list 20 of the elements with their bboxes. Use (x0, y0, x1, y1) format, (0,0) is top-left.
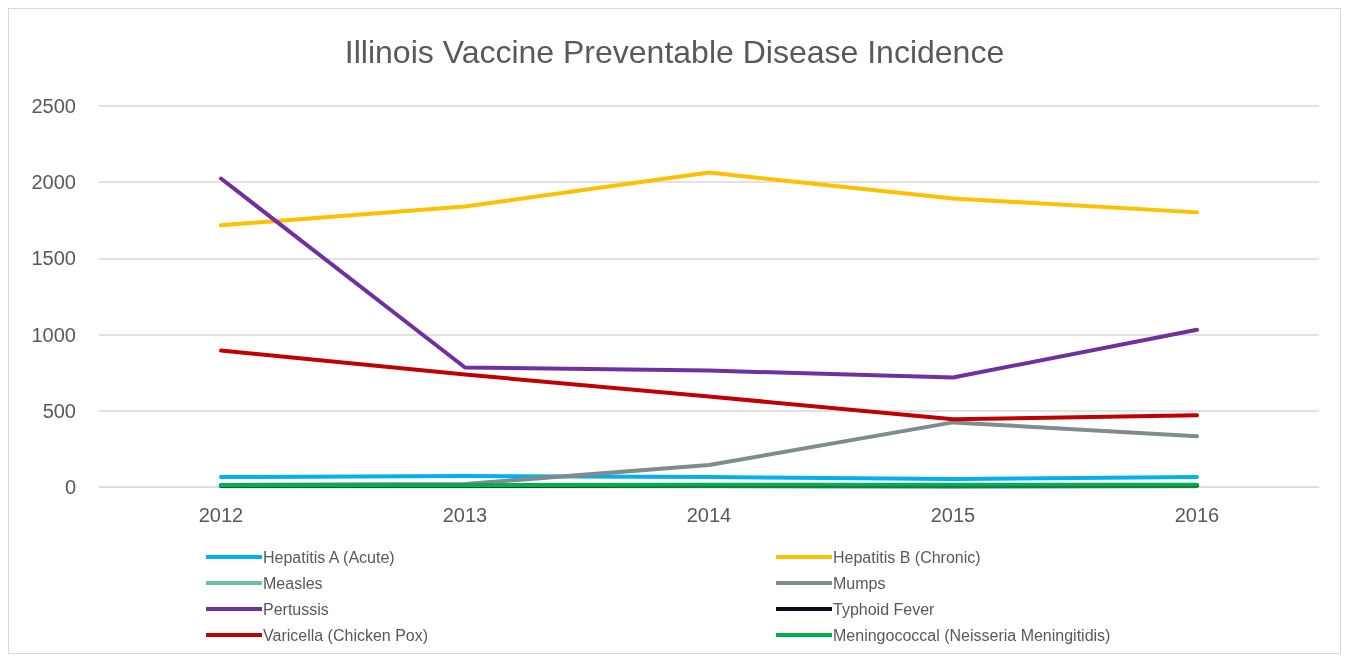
legend-label: Meningococcal (Neisseria Meningitidis) (833, 626, 1111, 644)
legend-label: Varicella (Chicken Pox) (263, 626, 429, 644)
y-tick-label: 0 (64, 476, 76, 498)
y-tick-label: 2500 (31, 95, 76, 117)
y-tick-label: 2000 (31, 171, 76, 194)
y-tick-label: 1500 (31, 247, 76, 270)
x-tick-label: 2013 (442, 504, 488, 526)
y-tick-label: 1000 (31, 323, 76, 346)
legend-label: Measles (263, 574, 323, 592)
x-tick-label: 2012 (198, 504, 244, 526)
chart-title: Illinois Vaccine Preventable Disease Incidence (344, 34, 1005, 70)
y-tick-label: 500 (42, 399, 76, 422)
legend-label: Pertussis (263, 600, 329, 618)
legend-label: Typhoid Fever (833, 600, 936, 618)
x-tick-label: 2014 (686, 504, 732, 526)
legend-label: Hepatitis A (Acute) (263, 548, 395, 566)
x-tick-label: 2015 (930, 504, 976, 526)
x-tick-label: 2016 (1174, 504, 1220, 526)
legend-label: Hepatitis B (Chronic) (833, 548, 981, 566)
legend-label: Mumps (833, 574, 886, 592)
